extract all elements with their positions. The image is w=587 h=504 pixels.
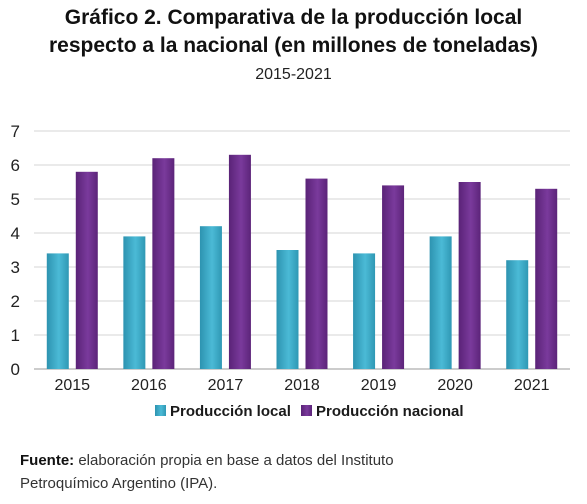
legend-item-produccion-nacional: Producción nacional bbox=[301, 403, 464, 420]
bar-produccion-nacional bbox=[382, 185, 405, 369]
bar-produccion-nacional bbox=[458, 182, 481, 369]
y-axis-ticks: 0 1 2 3 4 5 6 7 bbox=[11, 122, 20, 379]
source-text-line-2: Petroquímico Argentino (IPA). bbox=[20, 475, 218, 492]
chart-subtitle: 2015-2021 bbox=[255, 66, 332, 83]
bar-produccion-local bbox=[276, 250, 299, 369]
bar-produccion-nacional bbox=[305, 178, 328, 369]
legend-label: Producción local bbox=[170, 403, 291, 420]
x-axis-ticks: 2015 2016 2017 2018 2019 2020 2021 bbox=[54, 377, 549, 394]
x-tick-label: 2018 bbox=[284, 377, 320, 394]
y-tick-label: 5 bbox=[11, 190, 20, 209]
legend-item-produccion-local: Producción local bbox=[155, 403, 291, 420]
x-tick-label: 2020 bbox=[437, 377, 473, 394]
y-tick-label: 6 bbox=[11, 156, 20, 175]
x-tick-label: 2019 bbox=[361, 377, 397, 394]
chart-title-line-1: Gráfico 2. Comparativa de la producción … bbox=[64, 6, 523, 29]
legend-swatch bbox=[301, 405, 312, 416]
bar-produccion-local bbox=[46, 253, 69, 369]
y-tick-label: 7 bbox=[11, 122, 20, 141]
bar-produccion-nacional bbox=[75, 171, 98, 369]
source-note: Fuente: elaboración propia en base a dat… bbox=[20, 449, 560, 495]
legend: Producción local Producción nacional bbox=[155, 403, 464, 420]
bar-chart: 0 1 2 3 4 5 6 7 2015 2016 2017 2018 2019 2020 2021 Pr… bbox=[11, 122, 570, 420]
x-tick-label: 2015 bbox=[54, 377, 90, 394]
chart-title-line-2: respecto a la nacional (en millones de t… bbox=[49, 34, 538, 57]
legend-swatch bbox=[155, 405, 166, 416]
legend-label: Producción nacional bbox=[316, 403, 464, 420]
bar-produccion-nacional bbox=[535, 188, 558, 369]
y-tick-label: 3 bbox=[11, 258, 20, 277]
bar-produccion-local bbox=[123, 236, 146, 369]
x-tick-label: 2021 bbox=[514, 377, 550, 394]
bar-produccion-nacional bbox=[152, 158, 175, 369]
x-tick-label: 2016 bbox=[131, 377, 167, 394]
bar-produccion-local bbox=[506, 260, 529, 369]
x-tick-label: 2017 bbox=[208, 377, 244, 394]
gridlines bbox=[34, 130, 570, 370]
y-tick-label: 1 bbox=[11, 326, 20, 345]
bar-produccion-local bbox=[429, 236, 452, 369]
bar-produccion-local bbox=[353, 253, 376, 369]
bar-produccion-local bbox=[199, 226, 222, 369]
y-tick-label: 4 bbox=[11, 224, 20, 243]
y-tick-label: 0 bbox=[11, 360, 20, 379]
y-tick-label: 2 bbox=[11, 292, 20, 311]
chart-title: Gráfico 2. Comparativa de la producción … bbox=[0, 4, 587, 60]
source-text-line-1: elaboración propia en base a datos del I… bbox=[78, 452, 394, 469]
source-label: Fuente: bbox=[20, 452, 75, 469]
bars-group bbox=[46, 154, 558, 369]
bar-produccion-nacional bbox=[228, 154, 251, 369]
